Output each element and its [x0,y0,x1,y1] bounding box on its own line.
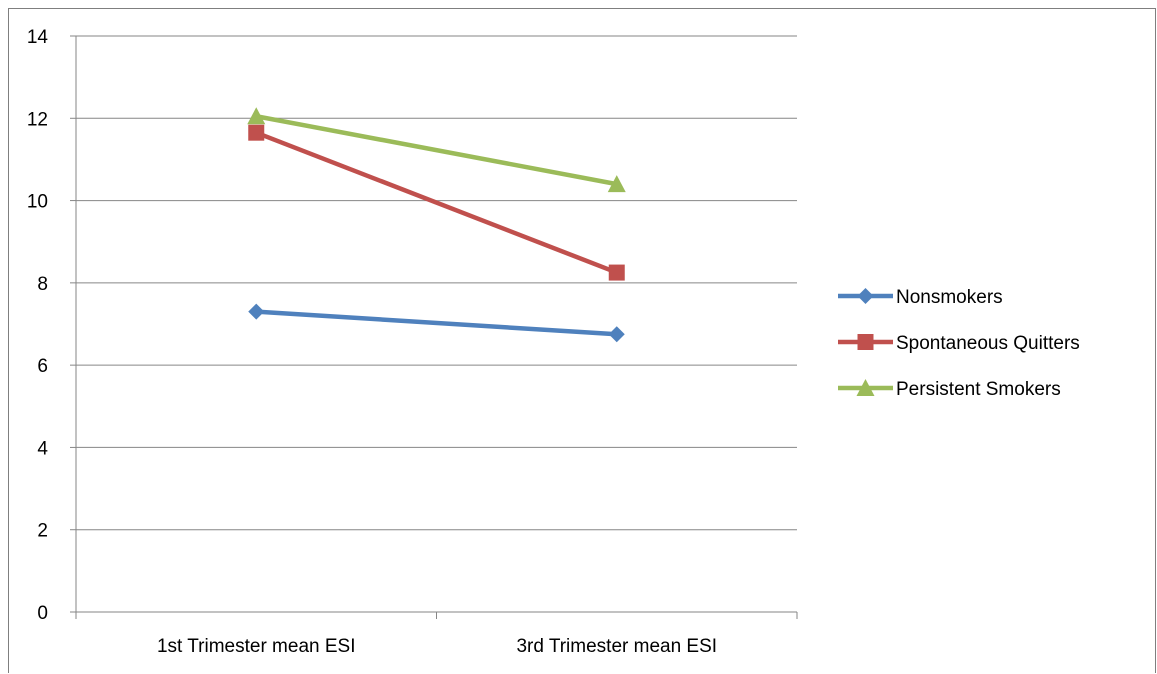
x-tick-label: 3rd Trimester mean ESI [516,636,717,657]
y-tick-label: 0 [37,603,48,624]
chart-frame [8,8,1156,673]
y-tick-label: 4 [37,438,48,459]
data-point-diamond [857,288,874,304]
y-tick-label: 14 [27,27,49,48]
data-point-diamond [608,326,625,343]
series-line-spontaneous-quitters [255,130,618,275]
y-tick-label: 8 [37,274,48,295]
data-point-square [248,124,265,141]
data-point-triangle [856,379,875,396]
series-line-persistent-smokers [255,114,618,187]
y-tick-label: 6 [37,356,48,377]
data-point-square [608,264,625,281]
series-line-nonsmokers [256,309,617,337]
series-lines [247,107,626,343]
legend: Nonsmokers Spontaneous Quitters Persistent… [838,287,1080,400]
y-tick-label: 10 [27,192,48,213]
data-point-triangle [247,107,266,125]
axes: 0 2 4 6 8 10 12 14 1st Trimester mean ESI 3rd Tri… [27,27,798,657]
legend-label: Spontaneous Quitters [896,333,1080,354]
gridlines [76,35,797,531]
y-tick-label: 2 [37,521,48,542]
data-point-triangle [607,175,626,193]
x-tick-label: 1st Trimester mean ESI [157,636,356,657]
data-point-square [857,334,874,350]
data-point-diamond [248,303,265,320]
legend-label: Nonsmokers [896,287,1003,308]
y-tick-label: 12 [27,109,48,130]
legend-label: Persistent Smokers [896,379,1061,400]
